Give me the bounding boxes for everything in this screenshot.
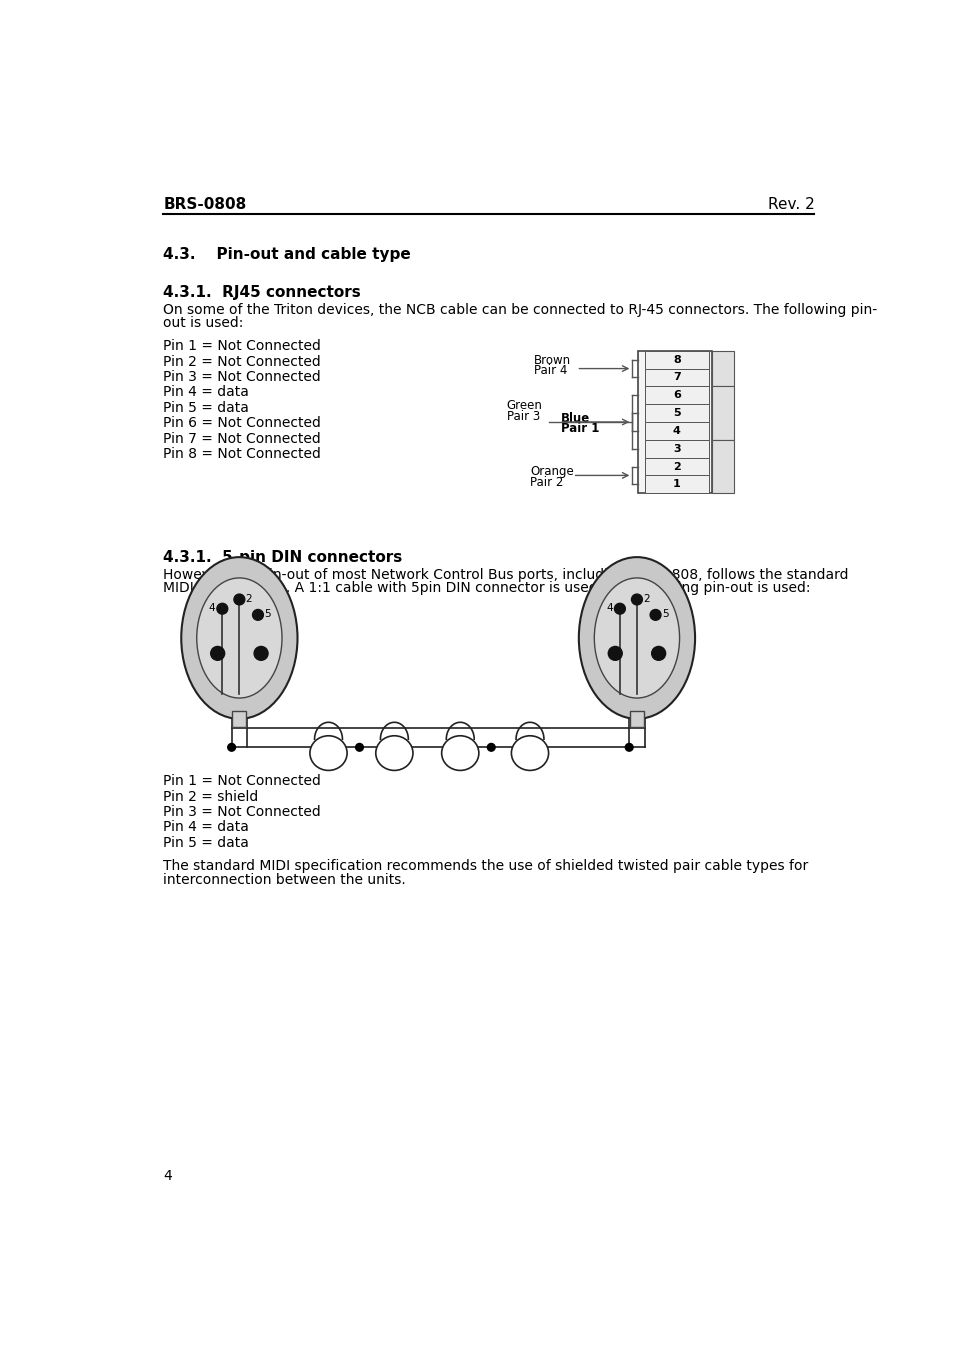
Circle shape [355, 743, 363, 751]
Text: 4: 4 [672, 426, 680, 436]
Circle shape [487, 743, 495, 751]
Text: 1: 1 [672, 480, 680, 489]
Ellipse shape [578, 557, 695, 719]
Bar [644, 351, 708, 369]
Circle shape [253, 646, 268, 661]
Bar [644, 440, 708, 458]
Text: 5: 5 [673, 408, 679, 417]
Circle shape [608, 646, 621, 661]
Text: 7: 7 [672, 373, 680, 382]
Text: interconnection between the units.: interconnection between the units. [163, 873, 406, 886]
Bar [644, 386, 708, 404]
Text: On some of the Triton devices, the NCB cable can be connected to RJ-45 connector: On some of the Triton devices, the NCB c… [163, 303, 877, 317]
Text: 2: 2 [245, 594, 252, 604]
Text: 5: 5 [661, 609, 668, 620]
Text: Pin 3 = Not Connected: Pin 3 = Not Connected [163, 370, 321, 384]
Text: out is used:: out is used: [163, 316, 244, 330]
Text: 4: 4 [163, 1169, 172, 1183]
Ellipse shape [594, 578, 679, 698]
Text: Brown: Brown [534, 354, 571, 366]
Bar [644, 369, 708, 386]
Text: However, the pin-out of most Network Control Bus ports, including BRS-0808, foll: However, the pin-out of most Network Con… [163, 567, 848, 582]
Bar [629, 711, 643, 727]
Bar [644, 422, 708, 440]
Text: Rev. 2: Rev. 2 [767, 197, 814, 212]
Text: Pair 2: Pair 2 [530, 476, 563, 489]
Circle shape [233, 594, 245, 605]
Text: Pair 3: Pair 3 [506, 409, 539, 423]
Text: MIDI specification. A 1:1 cable with 5pin DIN connector is used. The following p: MIDI specification. A 1:1 cable with 5pi… [163, 581, 810, 594]
Text: 4: 4 [209, 604, 215, 613]
Ellipse shape [181, 557, 297, 719]
Text: 4.3.1.  5-pin DIN connectors: 4.3.1. 5-pin DIN connectors [163, 550, 402, 565]
Bar [711, 351, 733, 386]
Bar [644, 476, 708, 493]
Circle shape [228, 743, 235, 751]
Text: 3: 3 [673, 443, 679, 454]
Text: Pin 5 = data: Pin 5 = data [163, 836, 249, 850]
Ellipse shape [310, 736, 347, 770]
Ellipse shape [441, 736, 478, 770]
Text: Pin 1 = Not Connected: Pin 1 = Not Connected [163, 339, 321, 353]
Bar [711, 440, 733, 493]
Bar [711, 386, 733, 440]
Text: Pin 4 = data: Pin 4 = data [163, 385, 249, 400]
Text: Pin 4 = data: Pin 4 = data [163, 820, 249, 835]
Text: Pin 6 = Not Connected: Pin 6 = Not Connected [163, 416, 321, 430]
Text: Pin 1 = Not Connected: Pin 1 = Not Connected [163, 774, 321, 788]
Text: 5: 5 [264, 609, 271, 620]
Text: Pair 4: Pair 4 [534, 365, 567, 377]
Circle shape [614, 604, 624, 615]
Text: 6: 6 [672, 390, 680, 400]
Circle shape [624, 743, 633, 751]
Text: 4.3.    Pin-out and cable type: 4.3. Pin-out and cable type [163, 247, 411, 262]
Bar [644, 458, 708, 476]
Text: 4.3.1.  RJ45 connectors: 4.3.1. RJ45 connectors [163, 285, 361, 300]
Text: 2: 2 [672, 462, 680, 471]
Circle shape [651, 646, 665, 661]
Bar [233, 711, 246, 727]
Ellipse shape [196, 578, 282, 698]
Circle shape [631, 594, 641, 605]
Text: 4: 4 [606, 604, 612, 613]
Text: Pin 7 = Not Connected: Pin 7 = Not Connected [163, 431, 321, 446]
Circle shape [211, 646, 224, 661]
Text: The standard MIDI specification recommends the use of shielded twisted pair cabl: The standard MIDI specification recommen… [163, 859, 808, 873]
Circle shape [649, 609, 660, 620]
Circle shape [253, 609, 263, 620]
Text: BRS-0808: BRS-0808 [163, 197, 247, 212]
Text: Orange: Orange [530, 465, 573, 478]
Text: Pair 1: Pair 1 [560, 423, 598, 435]
Text: Blue: Blue [560, 412, 590, 424]
Bar [638, 351, 711, 493]
Text: Pin 8 = Not Connected: Pin 8 = Not Connected [163, 447, 321, 461]
Circle shape [216, 604, 228, 615]
Text: Green: Green [506, 399, 542, 412]
Text: Pin 2 = Not Connected: Pin 2 = Not Connected [163, 354, 321, 369]
Ellipse shape [511, 736, 548, 770]
Ellipse shape [375, 736, 413, 770]
Text: 2: 2 [642, 594, 649, 604]
Text: Pin 2 = shield: Pin 2 = shield [163, 790, 258, 804]
Text: Pin 5 = data: Pin 5 = data [163, 401, 249, 415]
Text: 8: 8 [672, 355, 680, 365]
Bar [644, 404, 708, 422]
Text: Pin 3 = Not Connected: Pin 3 = Not Connected [163, 805, 321, 819]
